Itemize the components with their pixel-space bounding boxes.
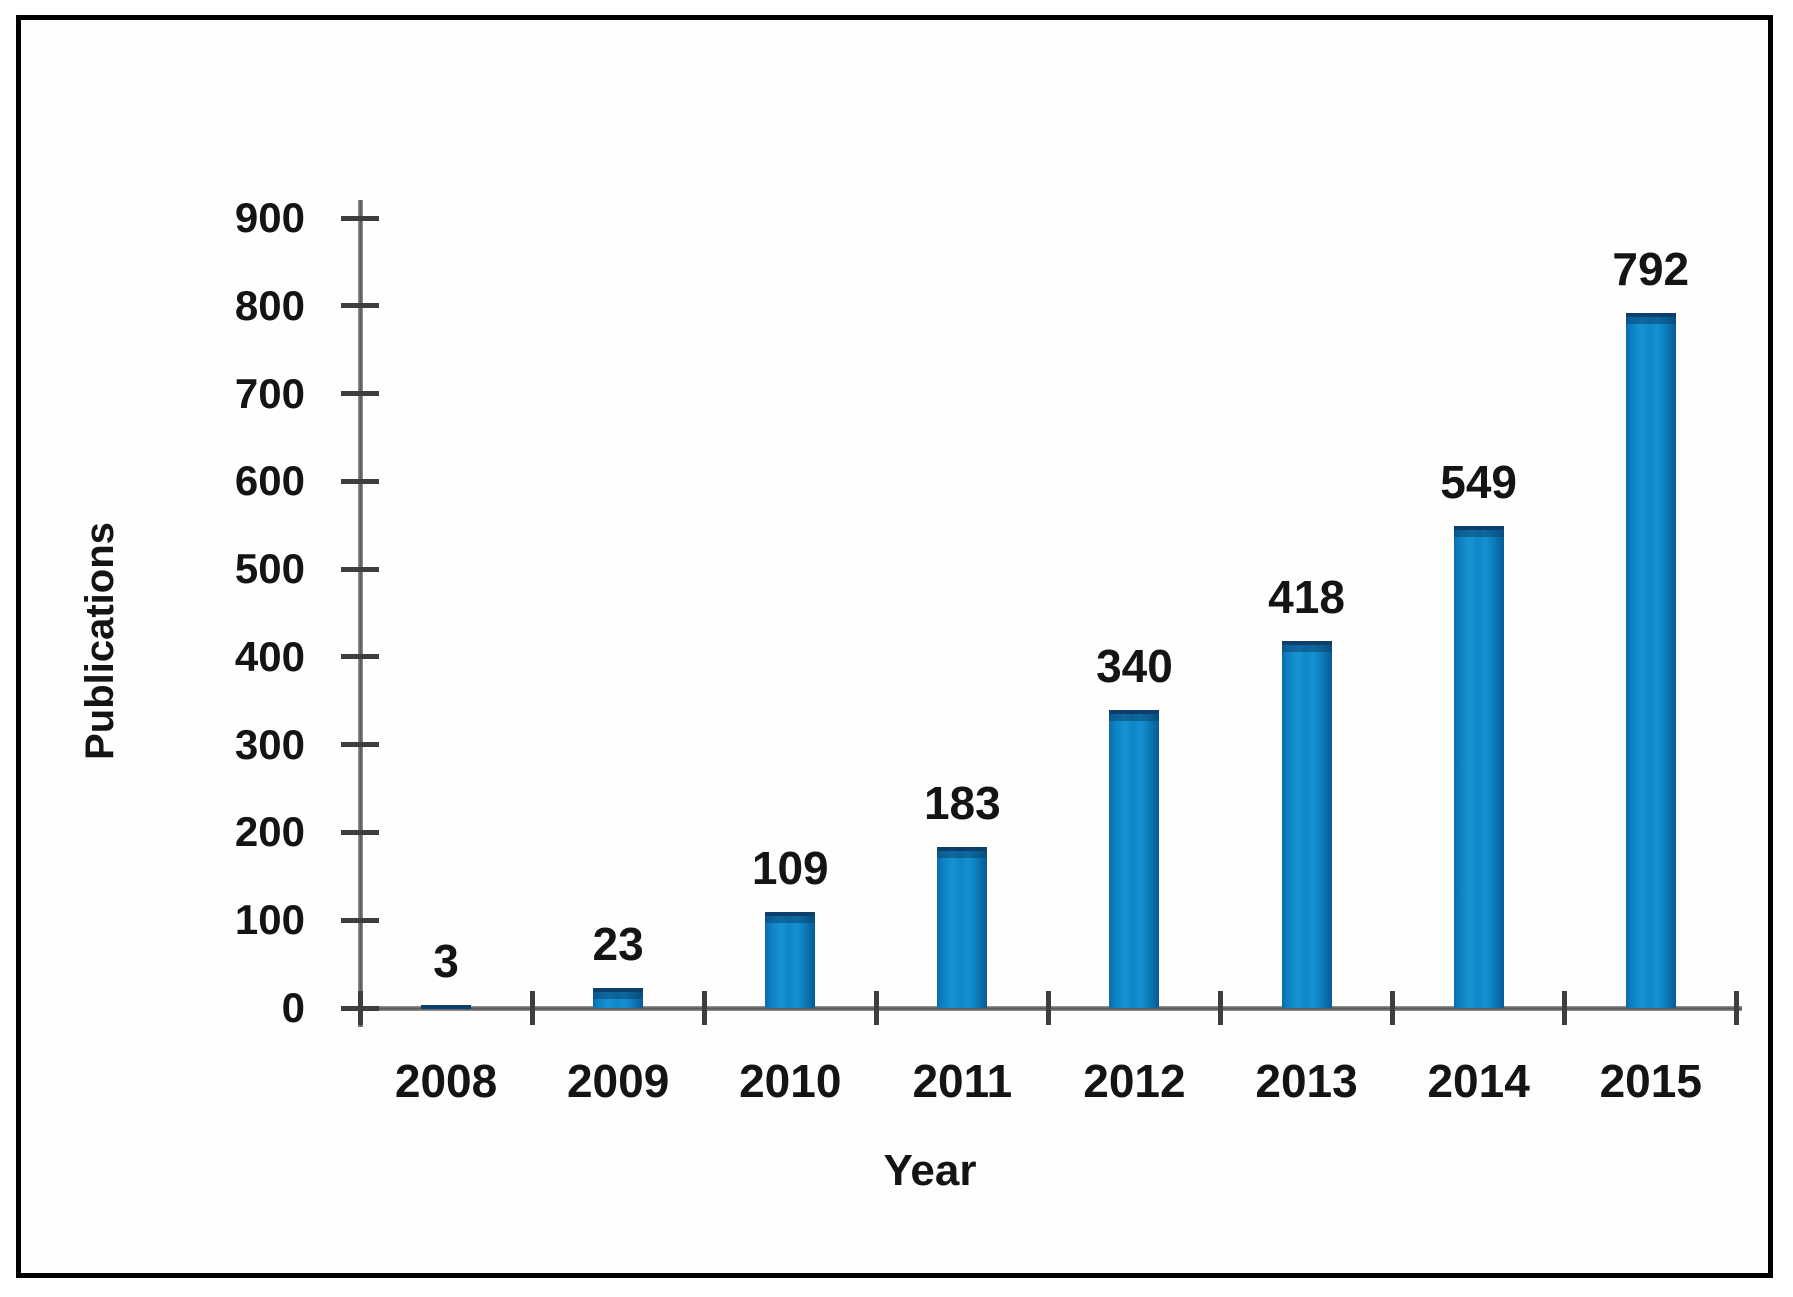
- y-tick: [341, 391, 379, 397]
- y-tick-label: 600: [234, 457, 305, 505]
- bar: [1453, 526, 1504, 1008]
- y-axis-title: Publications: [78, 522, 122, 760]
- x-category-label: 2009: [566, 1055, 670, 1107]
- y-tick: [341, 742, 379, 748]
- y-tick-label: 900: [234, 194, 305, 241]
- x-tick: [1734, 991, 1740, 1025]
- y-tick-label: 400: [234, 632, 305, 680]
- x-category-label: 2014: [1427, 1055, 1530, 1107]
- y-tick-label: 500: [234, 545, 305, 593]
- bar-value-label: 109: [751, 842, 829, 895]
- x-tick: [529, 991, 535, 1025]
- bar-value-label: 549: [1440, 456, 1518, 509]
- y-tick-label: 200: [234, 808, 305, 856]
- x-category-label: 2013: [1255, 1055, 1358, 1107]
- bar-value-label: 183: [923, 777, 1001, 830]
- bar: [421, 1005, 472, 1010]
- y-tick-label: 0: [281, 984, 305, 1031]
- y-tick-label: 300: [234, 720, 305, 768]
- x-tick: [1045, 991, 1051, 1025]
- bar-value-label: 23: [592, 917, 644, 970]
- x-category-label: 2010: [739, 1055, 842, 1107]
- x-category-label: 2015: [1599, 1055, 1702, 1107]
- x-tick: [1390, 991, 1396, 1025]
- y-tick-label: 800: [234, 281, 305, 329]
- y-tick: [341, 478, 379, 484]
- bar-value-label: 340: [1096, 639, 1173, 692]
- x-tick: [701, 991, 707, 1025]
- y-tick: [341, 654, 379, 660]
- bar: [1109, 709, 1160, 1008]
- x-tick: [873, 991, 879, 1025]
- bar: [1281, 641, 1332, 1008]
- y-tick-label: 700: [234, 369, 305, 417]
- y-tick: [341, 566, 379, 572]
- x-tick: [357, 991, 363, 1025]
- y-tick: [341, 303, 379, 309]
- x-tick: [1218, 991, 1223, 1025]
- x-axis-title: Year: [883, 1146, 977, 1195]
- x-tick: [1562, 991, 1568, 1025]
- x-category-label: 2011: [912, 1055, 1013, 1107]
- y-tick: [341, 829, 379, 835]
- bar-value-label: 3: [433, 935, 459, 988]
- bar: [1625, 312, 1676, 1008]
- x-axis-line: [342, 1005, 1742, 1011]
- bar: [593, 987, 644, 1008]
- y-axis-line: [357, 200, 363, 1027]
- y-tick: [341, 215, 379, 221]
- bar-value-label: 418: [1268, 571, 1345, 624]
- y-tick-label: 100: [234, 896, 305, 944]
- bar: [765, 912, 816, 1008]
- x-category-label: 2012: [1083, 1055, 1186, 1107]
- bar-value-label: 792: [1612, 242, 1690, 295]
- bar: [937, 847, 988, 1008]
- x-category-label: 2008: [394, 1055, 498, 1107]
- y-tick: [341, 917, 379, 923]
